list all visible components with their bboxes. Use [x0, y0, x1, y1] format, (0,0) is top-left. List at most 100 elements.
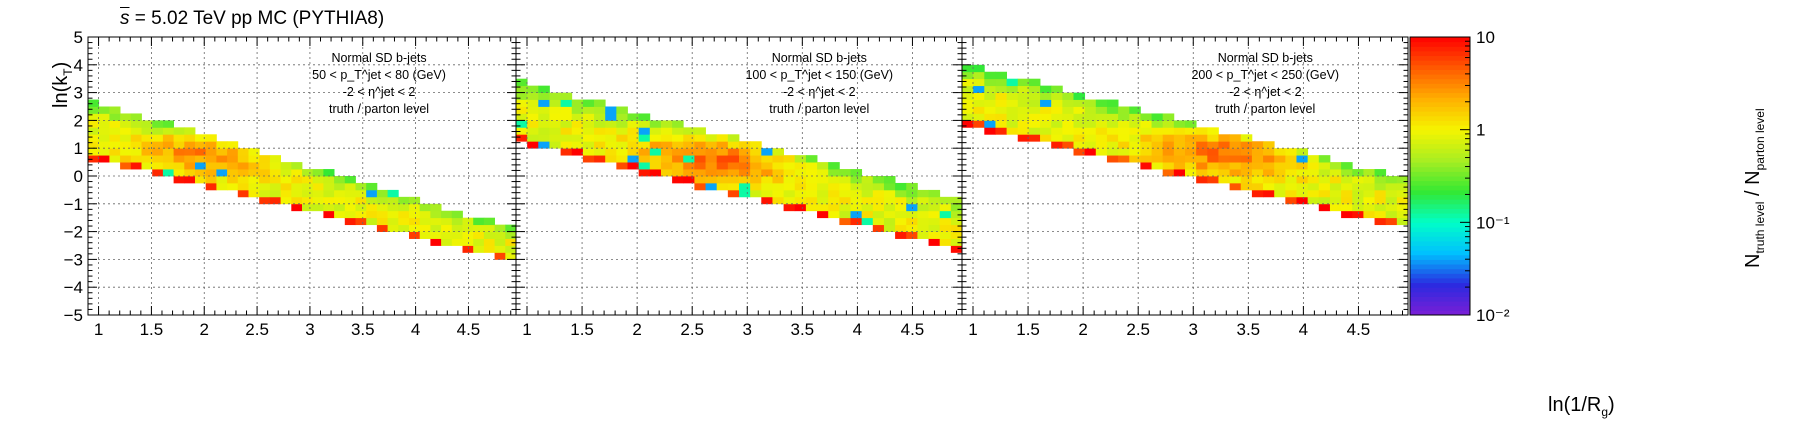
y-label-end: ): [50, 61, 72, 69]
heatmap-cell: [817, 203, 829, 212]
heatmap-cell: [549, 113, 561, 121]
heatmap-cell: [259, 162, 271, 170]
heatmap-cell: [772, 176, 784, 184]
heatmap-cell: [1006, 99, 1019, 107]
heatmap-cell: [1006, 120, 1019, 128]
heatmap-cell: [248, 176, 260, 184]
colorbar-segment: [1410, 120, 1470, 126]
heatmap-cell: [727, 148, 740, 156]
z-label-sub-parton: parton level: [1753, 108, 1767, 171]
heatmap-cell: [605, 141, 617, 149]
heatmap-cell: [739, 141, 751, 149]
heatmap-cell: [1296, 182, 1309, 191]
heatmap-cell: [1285, 196, 1297, 205]
heatmap-cell: [850, 217, 863, 226]
heatmap-cell: [571, 106, 584, 114]
heatmap-cell: [1051, 127, 1063, 135]
heatmap-cell: [1229, 141, 1242, 149]
heatmap-cell: [1385, 176, 1398, 184]
heatmap-cell: [441, 231, 453, 239]
x-tick-label: 4.5: [901, 320, 925, 339]
heatmap-cell: [939, 210, 952, 219]
legend-line: -2 < η^jet < 2: [1229, 85, 1302, 99]
heatmap-cell: [694, 148, 706, 156]
colorbar-segment: [1410, 87, 1470, 94]
heatmap-cell: [638, 120, 651, 128]
heatmap-cell: [237, 162, 249, 170]
heatmap-cell: [638, 155, 651, 163]
heatmap-cell: [950, 245, 963, 253]
heatmap-cell: [538, 113, 550, 121]
heatmap-cell: [1274, 176, 1286, 184]
heatmap-cell: [1363, 169, 1375, 177]
heatmap-cell: [694, 169, 706, 177]
heatmap-cell: [549, 99, 561, 107]
heatmap-cell: [805, 162, 818, 170]
colorbar-segment: [1410, 134, 1470, 140]
heatmap-cell: [1240, 169, 1253, 177]
heatmap-cell: [1173, 155, 1186, 163]
heatmap-cell: [772, 189, 784, 198]
heatmap-cell: [355, 217, 367, 226]
heatmap-cell: [88, 106, 100, 114]
heatmap-cell: [549, 134, 561, 142]
heatmap-cell: [984, 78, 996, 87]
heatmap-cell: [1374, 203, 1387, 212]
heatmap-cell: [1263, 155, 1275, 163]
heatmap-cell: [772, 148, 784, 156]
heatmap-cell: [1051, 120, 1063, 128]
heatmap-cell: [195, 134, 207, 142]
heatmap-cell: [750, 155, 762, 163]
sqrt-s-symbol: s: [120, 8, 130, 29]
heatmap-cell: [917, 203, 929, 212]
heatmap-cell: [1017, 85, 1030, 93]
heatmap-cell: [594, 127, 606, 135]
heatmap-cell: [828, 196, 840, 205]
heatmap-cell: [430, 217, 442, 226]
heatmap-cell: [1285, 162, 1297, 170]
heatmap-cell: [917, 224, 929, 232]
ticks: [88, 36, 516, 316]
heatmap-cell: [1318, 169, 1331, 177]
heatmap-cell: [582, 148, 595, 156]
heatmap-cell: [850, 169, 863, 177]
heatmap-cell: [772, 162, 784, 170]
colorbar-segment: [1410, 254, 1470, 260]
heatmap-cell: [130, 162, 142, 170]
colorbar-segment: [1410, 64, 1470, 70]
heatmap-cell: [895, 224, 907, 232]
x-tick-label: 2.5: [680, 320, 704, 339]
heatmap-cell: [269, 182, 281, 191]
heatmap-cell: [973, 120, 985, 128]
heatmap-cell: [195, 162, 207, 170]
heatmap-cell: [120, 120, 132, 128]
heatmap-cell: [895, 196, 907, 205]
heatmap-cell: [861, 182, 874, 191]
heatmap-cell: [716, 176, 729, 184]
heatmap-cell: [761, 182, 773, 191]
colorbar-segment: [1410, 106, 1470, 112]
heatmap-cell: [1017, 106, 1030, 114]
heatmap-cell: [1040, 113, 1052, 121]
heatmap-cell: [1240, 182, 1253, 191]
heatmap-cell: [302, 203, 314, 212]
heatmap-cell: [705, 155, 718, 163]
heatmap-cell: [195, 155, 207, 163]
heatmap-cell: [152, 162, 164, 170]
heatmap-cell: [605, 127, 617, 135]
heatmap-cell: [962, 85, 974, 93]
colorbar-segment: [1410, 296, 1470, 302]
heatmap-cell: [1106, 106, 1119, 114]
heatmap-cell: [248, 169, 260, 177]
heatmap-cell: [1129, 106, 1141, 114]
heatmap-cell: [344, 176, 356, 184]
heatmap-cell: [950, 196, 963, 205]
heatmap-cell: [366, 210, 378, 219]
colorbar-segment: [1410, 166, 1470, 172]
heatmap-cell: [130, 127, 142, 135]
heatmap-cell: [828, 203, 840, 212]
heatmap-cell: [973, 113, 985, 121]
y-tick-label: −4: [64, 278, 83, 297]
heatmap-cell: [152, 141, 164, 149]
heatmap-cell: [483, 231, 495, 239]
